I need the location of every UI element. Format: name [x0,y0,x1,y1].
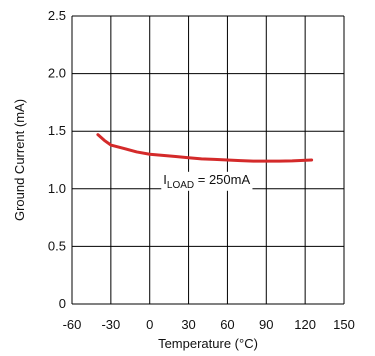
y-tick-label: 2.5 [48,8,66,23]
load-annotation: ILOAD = 250mA [163,172,250,191]
x-tick-label: 30 [181,317,195,332]
x-tick-label: 90 [259,317,273,332]
x-tick-label: -30 [101,317,120,332]
y-tick-label: 0.5 [48,238,66,253]
y-tick-label: 1.5 [48,123,66,138]
x-tick-label: 120 [294,317,316,332]
x-tick-label: 150 [333,317,355,332]
y-tick-label: 0 [59,296,66,311]
series-layer [96,133,314,163]
tick-labels: -60 -30 0 30 60 90 120 150 0 0.5 1.0 1.5 2.0 2.5 [48,8,355,332]
y-tick-label: 2.0 [48,66,66,81]
y-tick-label: 1.0 [48,181,66,196]
x-axis-label: Temperature (°C) [158,336,258,351]
x-tick-label: -60 [63,317,82,332]
x-tick-label: 0 [146,317,153,332]
x-tick-label: 60 [220,317,234,332]
series-line [96,133,314,163]
y-axis-label: Ground Current (mA) [12,99,27,221]
annotation-background [161,171,253,191]
